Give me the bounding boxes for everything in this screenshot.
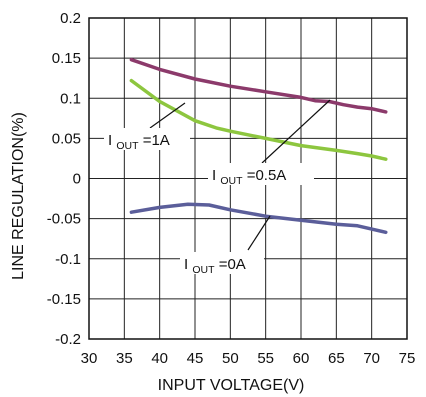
annotation-leader-0a <box>247 215 271 251</box>
annotation-sub-0.5a: OUT <box>220 175 243 187</box>
x-tick-label: 65 <box>328 350 345 367</box>
annotation-leader-0.5a <box>261 99 331 164</box>
annotation-bg-1a <box>104 128 190 150</box>
series-line-iout-0a <box>129 202 388 235</box>
annotation-iout-1a: I OUT =1A <box>104 102 190 153</box>
annotation-leader-1a <box>149 102 186 129</box>
x-tick-label: 55 <box>257 350 274 367</box>
annotation-main-0a: I <box>184 256 188 273</box>
x-tick-label: 40 <box>151 350 168 367</box>
annotation-iout-0.5a: I OUT =0.5A <box>208 99 331 188</box>
annotation-sub-0a: OUT <box>192 264 215 276</box>
plot-frame <box>88 17 408 340</box>
x-tick-label: 50 <box>222 350 239 367</box>
y-tick-labels: 0.2 0.15 0.1 0.05 0 -0.05 -0.1 -0.15 -0.2 <box>47 10 81 348</box>
x-tick-label: 60 <box>293 350 310 367</box>
annotation-main-1a: I <box>108 132 112 149</box>
y-tick-label: 0 <box>73 171 81 188</box>
y-tick-label: 0.15 <box>52 50 81 67</box>
annotation-bg-0a <box>180 252 264 274</box>
plot-border <box>88 17 408 340</box>
y-tick-label: 0.05 <box>52 130 81 147</box>
annotation-sub-1a: OUT <box>116 140 139 152</box>
y-tick-label: -0.15 <box>47 291 81 308</box>
y-axis-title: LINE REGULATION(%) <box>10 112 27 280</box>
annotation-value-0a: =0A <box>219 256 246 273</box>
x-tick-label: 45 <box>187 350 204 367</box>
series-line-iout-0.5a <box>129 57 388 114</box>
y-tick-label: 0.2 <box>60 10 81 27</box>
x-axis-title: INPUT VOLTAGE(V) <box>158 377 305 394</box>
x-tick-label: 75 <box>399 350 416 367</box>
x-tick-label: 30 <box>81 350 98 367</box>
y-tick-label: -0.05 <box>47 211 81 228</box>
x-tick-label: 35 <box>116 350 133 367</box>
y-tick-label: 0.1 <box>60 90 81 107</box>
annotation-iout-0a: I OUT =0A <box>180 215 271 277</box>
y-tick-label: -0.1 <box>55 251 81 268</box>
annotation-label-0.5a: I OUT =0.5A <box>212 167 286 188</box>
y-tick-label: -0.2 <box>55 331 81 348</box>
annotation-value-1a: =1A <box>143 132 170 149</box>
series-lines <box>129 57 388 235</box>
annotation-label-0a: I OUT =0A <box>184 256 246 277</box>
x-tick-label: 70 <box>363 350 380 367</box>
annotation-label-1a: I OUT =1A <box>108 132 170 153</box>
x-tick-labels: 30 35 40 45 50 55 60 65 70 75 <box>81 350 416 367</box>
series-line-iout-1a <box>129 78 388 161</box>
annotation-value-0.5a: =0.5A <box>247 167 287 184</box>
annotation-main-0.5a: I <box>212 167 216 184</box>
annotation-bg-0.5a <box>208 163 314 185</box>
